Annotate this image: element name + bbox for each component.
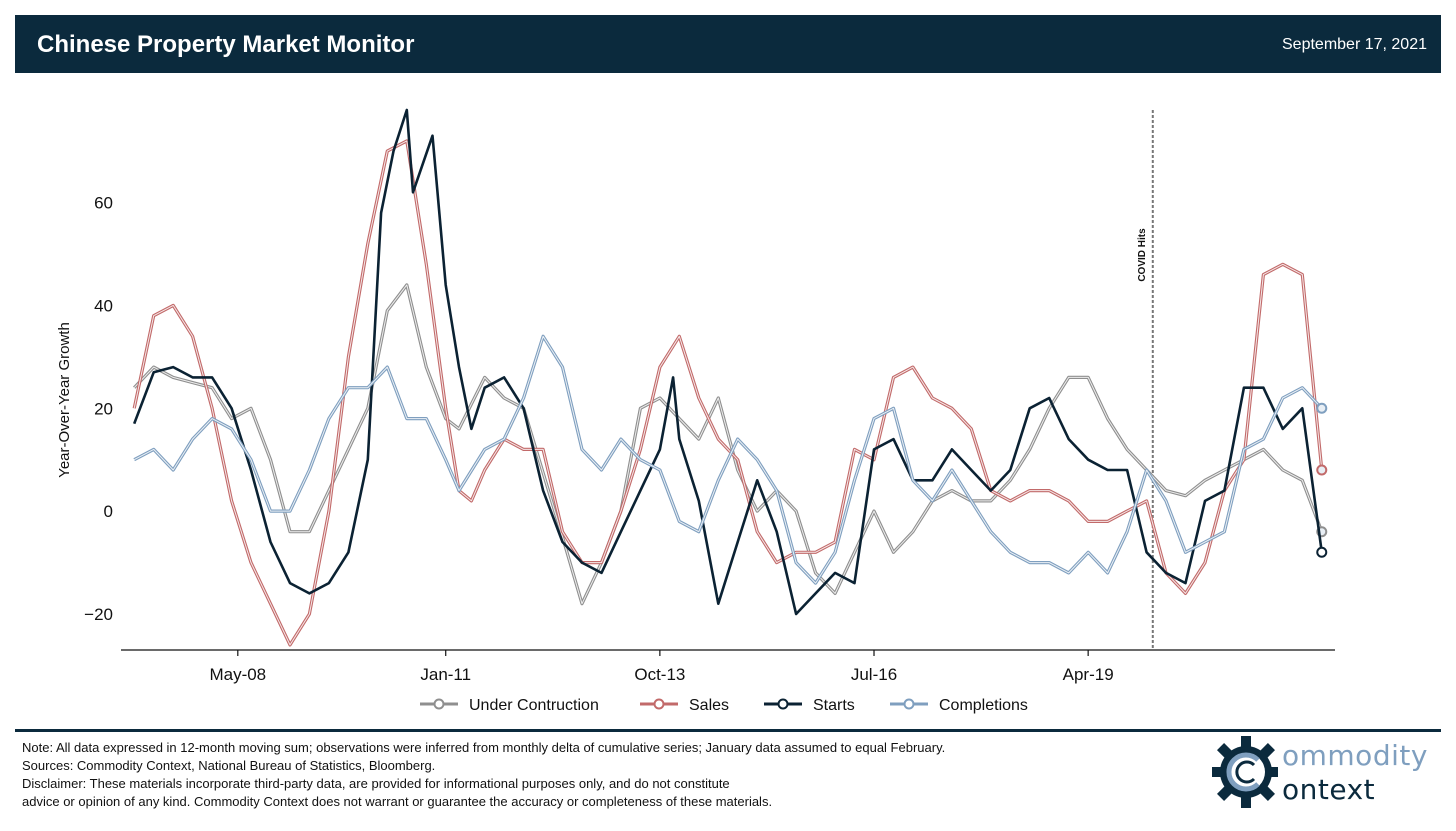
y-tick-label: 40 — [94, 296, 113, 315]
legend-label: Starts — [813, 697, 855, 714]
footer-sources: Sources: Commodity Context, National Bur… — [22, 758, 436, 773]
series-line-3-core — [133, 335, 1323, 584]
chart-axes: −20 0 20 40 60 Year-Over-Year Growth May-08 Jan… — [56, 110, 1335, 684]
series-end-marker — [1316, 464, 1328, 476]
footer-disclaimer-line2: advice or opinion of any kind. Commodity… — [22, 794, 773, 809]
x-tick-label: May-08 — [209, 665, 266, 684]
legend-swatch-marker — [903, 698, 915, 710]
legend-swatch-marker — [433, 698, 445, 710]
series-line-1-core — [133, 140, 1323, 646]
footer-notes: Note: All data expressed in 12-month mov… — [22, 739, 945, 811]
series-end-marker — [1316, 546, 1328, 558]
report-date: September 17, 2021 — [1282, 36, 1427, 53]
chart-series — [132, 108, 1328, 647]
covid-annotation-label: COVID Hits — [1137, 228, 1148, 282]
footer-note: Note: All data expressed in 12-month mov… — [22, 740, 946, 755]
series-line-0-outline — [133, 283, 1324, 606]
logo-word-context: ontext — [1282, 773, 1376, 806]
page-title: Chinese Property Market Monitor — [37, 31, 415, 58]
series-end-marker — [1316, 402, 1328, 414]
y-tick-label: −20 — [84, 605, 113, 624]
line-chart: −20 0 20 40 60 Year-Over-Year Growth May-08 Jan… — [56, 108, 1335, 714]
y-tick-label: 60 — [94, 194, 113, 213]
x-tick-label: Oct-13 — [634, 665, 685, 684]
logo-word-commodity: ommodity — [1282, 739, 1428, 772]
series-line-0-core — [133, 284, 1323, 605]
legend-swatch-marker — [653, 698, 665, 710]
y-tick-label: 0 — [104, 502, 113, 521]
gear-logo-icon — [1212, 736, 1278, 808]
footer-disclaimer-line1: Disclaimer: These materials incorporate … — [22, 776, 730, 791]
legend-label: Sales — [689, 697, 729, 714]
y-axis-label: Year-Over-Year Growth — [56, 322, 73, 478]
footer-divider — [15, 729, 1441, 732]
legend-swatch-marker — [777, 698, 789, 710]
x-tick-label: Apr-19 — [1063, 665, 1114, 684]
x-tick-label: Jan-11 — [420, 665, 471, 684]
header-bar: Chinese Property Market Monitor Septembe… — [15, 15, 1441, 73]
x-tick-label: Jul-16 — [851, 665, 897, 684]
chart-legend: Under Contruction Sales Starts Completions — [420, 697, 1028, 714]
legend-label: Under Contruction — [469, 697, 599, 714]
y-tick-label: 20 — [94, 399, 113, 418]
commodity-context-logo: ommodity ontext — [1212, 735, 1432, 809]
legend-label: Completions — [939, 697, 1028, 714]
series-line-starts — [132, 108, 1324, 616]
